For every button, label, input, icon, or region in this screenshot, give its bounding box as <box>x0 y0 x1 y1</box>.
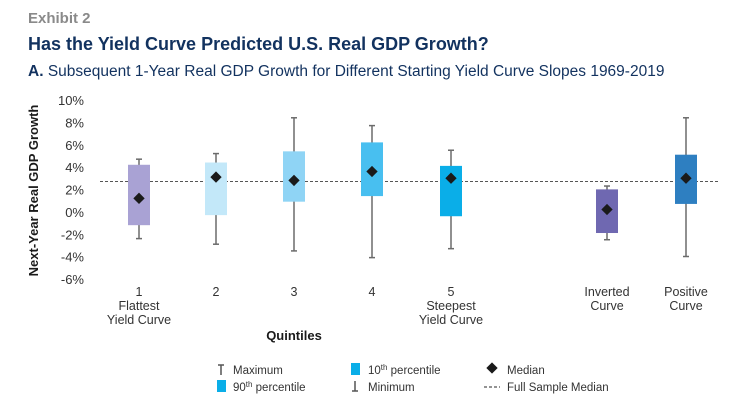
exhibit-label: Exhibit 2 <box>28 10 91 27</box>
category-label: 1 <box>136 285 143 299</box>
p90-swatch-icon <box>217 380 226 392</box>
category-label: 4 <box>369 285 376 299</box>
median-marker <box>288 174 300 187</box>
box-rect <box>205 162 227 216</box>
category-label: Inverted <box>584 285 629 299</box>
median-marker <box>680 172 692 184</box>
y-tick-label: -4% <box>61 250 85 265</box>
box-rect <box>440 165 462 217</box>
legend-full-sample-median: Full Sample Median <box>484 382 609 394</box>
subtitle-text: Subsequent 1-Year Real GDP Growth for Di… <box>47 63 665 80</box>
y-axis-title: Next-Year Real GDP Growth <box>26 105 41 277</box>
category-label: Flattest <box>119 299 161 313</box>
y-tick-label: 8% <box>65 115 84 130</box>
category-label: Positive <box>664 285 708 299</box>
legend: Maximum 90th percentile 10th percentile … <box>217 362 609 394</box>
minimum-whisker-icon <box>352 381 358 392</box>
y-tick-label: -2% <box>61 227 85 242</box>
legend-full-sample-median-label: Full Sample Median <box>507 382 609 394</box>
y-tick-label: 2% <box>65 183 84 198</box>
category-label: Yield Curve <box>419 313 483 327</box>
legend-p10-label: 10th percentile <box>368 363 441 377</box>
y-tick-label: 4% <box>65 160 84 175</box>
y-tick-label: 0% <box>65 205 84 220</box>
legend-minimum-label: Minimum <box>368 382 415 394</box>
category-label: 5 <box>448 285 455 299</box>
median-marker <box>445 172 457 184</box>
legend-p90: 90th percentile <box>217 380 306 394</box>
y-tick-label: 6% <box>65 138 84 153</box>
y-tick-label: 10% <box>58 93 84 108</box>
median-marker <box>210 171 222 183</box>
y-tick-label: -6% <box>61 272 85 287</box>
chart-subtitle: A. Subsequent 1-Year Real GDP Growth for… <box>28 63 664 81</box>
legend-maximum-label: Maximum <box>233 365 283 377</box>
median-marker <box>601 203 613 216</box>
median-marker <box>366 165 378 178</box>
y-axis-ticks: 10% 8% 6% 4% 2% 0% -2% -4% -6% <box>58 93 84 287</box>
legend-median-label: Median <box>507 365 545 377</box>
category-label: Yield Curve <box>107 313 171 327</box>
category-label: Steepest <box>426 299 476 313</box>
p10-swatch-icon <box>351 363 360 375</box>
category-label: Curve <box>590 299 623 313</box>
legend-minimum: Minimum <box>352 381 415 394</box>
median-diamond-icon <box>486 362 498 374</box>
x-axis-title: Quintiles <box>266 328 322 343</box>
legend-maximum: Maximum <box>218 364 283 377</box>
box-group: 4 <box>361 124 383 299</box>
legend-median: Median <box>486 362 545 377</box>
subtitle-letter: A. <box>28 63 44 80</box>
category-label: 2 <box>213 285 220 299</box>
category-label: 3 <box>291 285 298 299</box>
category-label: Curve <box>669 299 702 313</box>
page-title: Has the Yield Curve Predicted U.S. Real … <box>28 34 489 54</box>
box-group: 2 <box>205 152 227 299</box>
median-marker <box>133 192 145 204</box>
maximum-whisker-icon <box>218 364 224 375</box>
legend-p10: 10th percentile <box>351 363 441 377</box>
legend-p90-label: 90th percentile <box>233 380 306 394</box>
box-group: 3 <box>283 117 305 299</box>
